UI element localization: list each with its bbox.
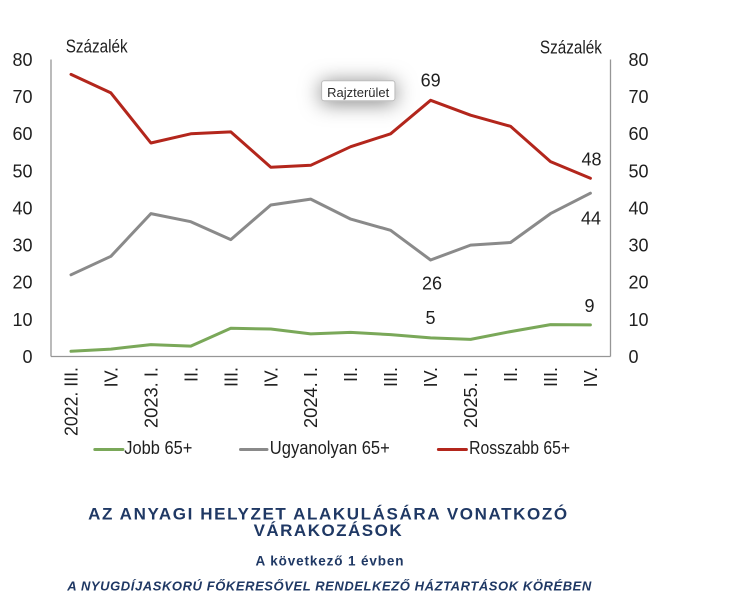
svg-text:20: 20 (629, 273, 649, 293)
svg-text:80: 80 (12, 50, 32, 70)
svg-text:2024. I.: 2024. I. (301, 367, 321, 428)
svg-text:10: 10 (12, 310, 32, 330)
svg-text:IV.: IV. (581, 367, 601, 387)
svg-text:2022. III.: 2022. III. (62, 367, 82, 436)
svg-text:III.: III. (541, 367, 561, 387)
svg-text:AZ ANYAGI HELYZET ALAKULÁSÁRA: AZ ANYAGI HELYZET ALAKULÁSÁRA VONATKOZÓ (88, 504, 567, 523)
svg-text:50: 50 (629, 161, 649, 181)
svg-text:IV.: IV. (261, 367, 281, 387)
svg-text:2023. I.: 2023. I. (141, 367, 161, 428)
svg-text:80: 80 (629, 50, 649, 70)
svg-text:IV.: IV. (421, 367, 441, 387)
svg-text:30: 30 (629, 236, 649, 256)
svg-text:Ugyanolyan 65+: Ugyanolyan 65+ (270, 438, 390, 458)
svg-text:Rosszabb 65+: Rosszabb 65+ (469, 438, 570, 458)
svg-text:II.: II. (341, 367, 361, 382)
svg-text:60: 60 (629, 124, 649, 144)
svg-text:30: 30 (12, 236, 32, 256)
svg-text:69: 69 (421, 71, 441, 91)
svg-text:Százalék: Százalék (66, 36, 129, 57)
svg-text:26: 26 (422, 274, 442, 294)
svg-text:70: 70 (629, 87, 649, 107)
svg-text:Százalék: Százalék (540, 37, 603, 58)
svg-text:A NYUGDÍJASKORÚ FŐKERESŐVEL RE: A NYUGDÍJASKORÚ FŐKERESŐVEL RENDELKEZŐ H… (66, 579, 592, 594)
svg-text:20: 20 (12, 273, 32, 293)
svg-text:A következő 1 évben: A következő 1 évben (256, 554, 404, 569)
svg-text:0: 0 (22, 347, 32, 367)
svg-text:5: 5 (425, 308, 435, 328)
svg-text:Jobb 65+: Jobb 65+ (124, 438, 192, 458)
svg-text:40: 40 (12, 198, 32, 218)
svg-text:III.: III. (381, 367, 401, 387)
svg-text:II.: II. (501, 367, 521, 382)
svg-text:40: 40 (629, 198, 649, 218)
svg-text:0: 0 (629, 347, 639, 367)
svg-text:9: 9 (584, 296, 594, 316)
svg-text:III.: III. (221, 367, 241, 387)
svg-text:44: 44 (581, 209, 601, 229)
svg-text:50: 50 (12, 161, 32, 181)
svg-text:70: 70 (12, 87, 32, 107)
svg-text:10: 10 (629, 310, 649, 330)
svg-text:II.: II. (181, 367, 201, 382)
svg-text:IV.: IV. (101, 367, 121, 387)
svg-text:60: 60 (12, 124, 32, 144)
svg-text:48: 48 (581, 150, 601, 170)
svg-text:2025. I.: 2025. I. (461, 367, 481, 428)
svg-text:Rajzterület: Rajzterület (327, 86, 390, 100)
svg-text:VÁRAKOZÁSOK: VÁRAKOZÁSOK (254, 521, 403, 540)
